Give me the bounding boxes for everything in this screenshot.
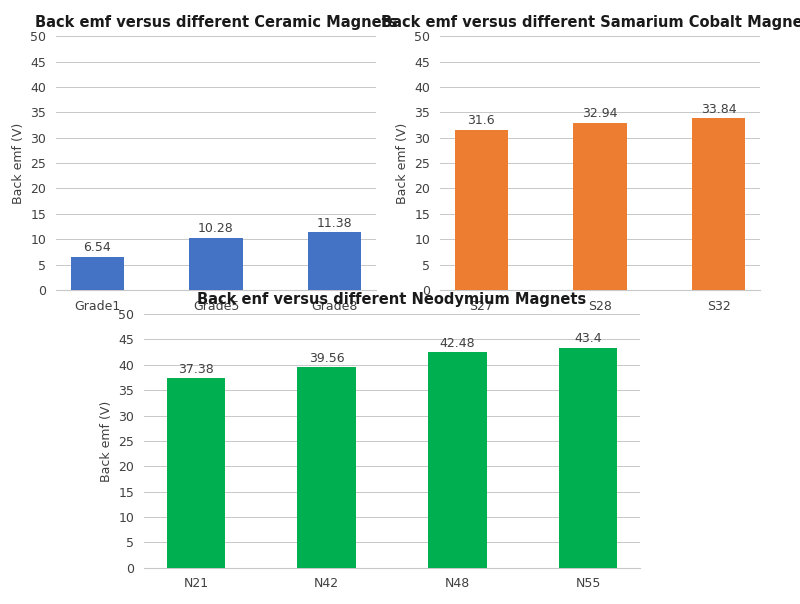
Text: 6.54: 6.54 xyxy=(83,241,111,254)
Text: 32.94: 32.94 xyxy=(582,108,618,120)
Title: Back emf versus different Samarium Cobalt Magnets: Back emf versus different Samarium Cobal… xyxy=(382,14,800,30)
Text: 10.28: 10.28 xyxy=(198,222,234,235)
Bar xyxy=(558,347,618,568)
Text: (a): (a) xyxy=(206,330,226,344)
Bar xyxy=(166,378,226,568)
Bar xyxy=(454,130,508,290)
Title: Back enf versus different Neodymium Magnets: Back enf versus different Neodymium Magn… xyxy=(198,292,586,307)
Title: Back emf versus different Ceramic Magnets: Back emf versus different Ceramic Magnet… xyxy=(34,14,398,30)
Text: 31.6: 31.6 xyxy=(467,114,495,127)
Bar xyxy=(692,118,746,290)
Bar xyxy=(574,123,626,290)
Bar xyxy=(298,367,356,568)
Y-axis label: Back emf (V): Back emf (V) xyxy=(100,400,113,481)
Bar xyxy=(190,238,242,290)
Text: 11.38: 11.38 xyxy=(317,217,353,230)
Text: 33.84: 33.84 xyxy=(701,103,737,116)
Bar xyxy=(428,352,486,568)
Text: (b): (b) xyxy=(590,330,610,344)
Bar xyxy=(70,257,124,290)
Text: 37.38: 37.38 xyxy=(178,362,214,376)
Text: 43.4: 43.4 xyxy=(574,332,602,345)
Text: 42.48: 42.48 xyxy=(439,336,475,350)
Bar xyxy=(308,232,362,290)
Text: 39.56: 39.56 xyxy=(309,352,345,364)
Y-axis label: Back emf (V): Back emf (V) xyxy=(396,123,409,204)
Y-axis label: Back emf (V): Back emf (V) xyxy=(12,123,25,204)
